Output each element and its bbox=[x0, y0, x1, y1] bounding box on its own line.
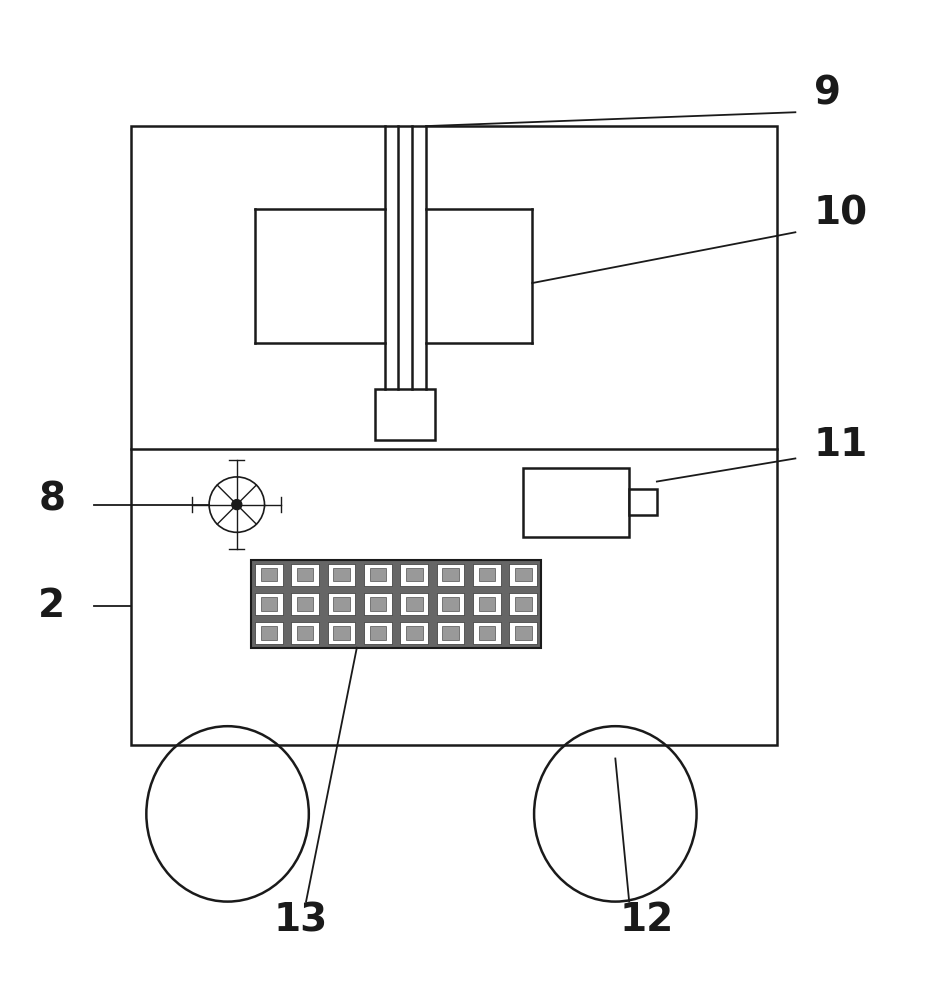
Bar bbox=[131, 126, 777, 745]
Bar bbox=[375, 389, 435, 440]
Bar bbox=[369, 626, 386, 640]
Bar bbox=[515, 597, 532, 611]
Text: 10: 10 bbox=[814, 195, 868, 233]
Bar bbox=[369, 568, 386, 581]
Bar bbox=[515, 568, 532, 581]
Bar bbox=[473, 593, 501, 615]
Bar bbox=[473, 622, 501, 644]
Bar bbox=[260, 568, 277, 581]
Text: 11: 11 bbox=[814, 426, 868, 464]
Bar bbox=[255, 622, 282, 644]
Bar bbox=[292, 622, 319, 644]
Bar bbox=[255, 564, 282, 586]
Bar bbox=[479, 626, 495, 640]
Bar bbox=[400, 622, 428, 644]
Bar bbox=[509, 622, 537, 644]
Bar bbox=[629, 489, 657, 515]
Bar bbox=[509, 593, 537, 615]
Bar bbox=[333, 597, 350, 611]
Bar bbox=[292, 593, 319, 615]
Text: 9: 9 bbox=[814, 75, 841, 113]
Bar bbox=[515, 626, 532, 640]
Bar bbox=[369, 597, 386, 611]
Bar bbox=[443, 626, 459, 640]
Text: 2: 2 bbox=[38, 587, 66, 625]
Bar bbox=[364, 564, 392, 586]
Circle shape bbox=[232, 500, 242, 510]
Bar bbox=[479, 597, 495, 611]
Bar bbox=[255, 593, 282, 615]
Text: 13: 13 bbox=[274, 901, 328, 939]
Text: 8: 8 bbox=[38, 481, 66, 519]
Bar bbox=[437, 593, 465, 615]
Bar bbox=[364, 593, 392, 615]
Bar bbox=[437, 622, 465, 644]
Bar bbox=[406, 597, 422, 611]
Bar bbox=[400, 564, 428, 586]
Bar bbox=[479, 568, 495, 581]
Bar bbox=[297, 568, 314, 581]
Bar bbox=[437, 564, 465, 586]
Bar bbox=[364, 622, 392, 644]
Bar bbox=[292, 564, 319, 586]
Bar bbox=[523, 468, 629, 537]
Bar bbox=[328, 593, 356, 615]
Bar bbox=[260, 597, 277, 611]
Text: 12: 12 bbox=[619, 901, 674, 939]
Bar bbox=[443, 568, 459, 581]
Bar bbox=[328, 622, 356, 644]
Bar bbox=[251, 560, 542, 648]
Bar bbox=[333, 568, 350, 581]
Bar bbox=[400, 593, 428, 615]
Bar bbox=[328, 564, 356, 586]
Bar bbox=[406, 568, 422, 581]
Bar bbox=[443, 597, 459, 611]
Bar bbox=[260, 626, 277, 640]
Bar bbox=[473, 564, 501, 586]
Bar bbox=[333, 626, 350, 640]
Bar bbox=[509, 564, 537, 586]
Bar bbox=[297, 597, 314, 611]
Bar bbox=[406, 626, 422, 640]
Bar bbox=[297, 626, 314, 640]
